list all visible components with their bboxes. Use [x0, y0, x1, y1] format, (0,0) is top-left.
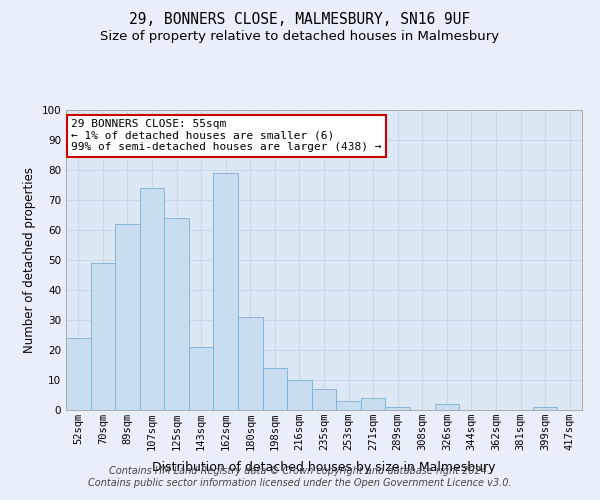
Text: Contains HM Land Registry data © Crown copyright and database right 2024.
Contai: Contains HM Land Registry data © Crown c…: [88, 466, 512, 487]
Bar: [263, 368, 287, 410]
Bar: [336, 401, 361, 410]
Bar: [434, 404, 459, 410]
Bar: [140, 188, 164, 410]
Bar: [66, 338, 91, 410]
Bar: [238, 317, 263, 410]
Bar: [115, 224, 140, 410]
Text: Size of property relative to detached houses in Malmesbury: Size of property relative to detached ho…: [100, 30, 500, 43]
Text: 29, BONNERS CLOSE, MALMESBURY, SN16 9UF: 29, BONNERS CLOSE, MALMESBURY, SN16 9UF: [130, 12, 470, 28]
Bar: [385, 407, 410, 410]
Bar: [361, 398, 385, 410]
Bar: [214, 173, 238, 410]
Bar: [312, 389, 336, 410]
Bar: [189, 347, 214, 410]
Y-axis label: Number of detached properties: Number of detached properties: [23, 167, 36, 353]
Bar: [164, 218, 189, 410]
Text: 29 BONNERS CLOSE: 55sqm
← 1% of detached houses are smaller (6)
99% of semi-deta: 29 BONNERS CLOSE: 55sqm ← 1% of detached…: [71, 119, 382, 152]
X-axis label: Distribution of detached houses by size in Malmesbury: Distribution of detached houses by size …: [152, 462, 496, 474]
Bar: [287, 380, 312, 410]
Bar: [533, 407, 557, 410]
Bar: [91, 263, 115, 410]
